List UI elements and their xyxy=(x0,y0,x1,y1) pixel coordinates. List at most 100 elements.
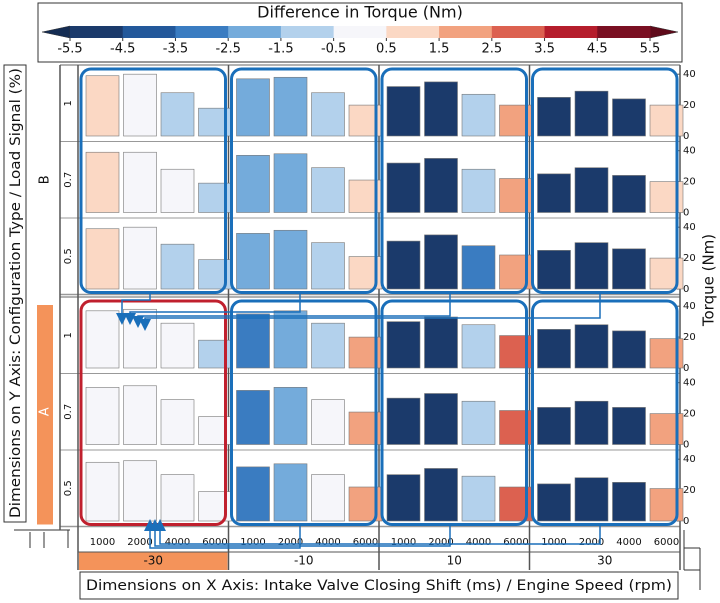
bar xyxy=(160,474,195,522)
bar xyxy=(85,75,120,137)
bar xyxy=(311,474,345,522)
bar xyxy=(574,167,609,213)
comparison-arrow xyxy=(139,292,601,331)
comparison-arrow xyxy=(144,519,301,549)
bar xyxy=(424,316,458,369)
x-axis-label: Dimensions on X Axis: Intake Valve Closi… xyxy=(86,578,672,594)
bar xyxy=(123,460,157,522)
bar xyxy=(160,168,195,213)
bar xyxy=(612,248,646,290)
y2-tick-label: 40 xyxy=(683,222,696,233)
colorbar-bin xyxy=(386,26,440,38)
x-tick-label: 1000 xyxy=(90,537,115,548)
x-tick-label: 6000 xyxy=(353,537,378,548)
bar xyxy=(612,407,646,445)
bar xyxy=(273,463,308,522)
bar xyxy=(424,468,458,522)
group-label: B xyxy=(38,175,53,184)
x-tick-label: 1000 xyxy=(240,537,265,548)
colorbar-bin xyxy=(439,26,493,38)
colorbar-title: Difference in Torque (Nm) xyxy=(257,3,463,22)
block-highlight xyxy=(380,67,528,294)
bar xyxy=(386,162,421,213)
block-highlight xyxy=(79,67,227,294)
comparison-arrow xyxy=(149,519,451,547)
colorbar-bin xyxy=(175,26,229,38)
bar xyxy=(236,78,270,137)
bar xyxy=(461,168,496,213)
bar xyxy=(85,151,120,213)
x-tick-label: 1000 xyxy=(391,537,416,548)
y2-tick-label: 40 xyxy=(683,69,696,80)
bar xyxy=(311,399,345,445)
bar xyxy=(123,151,157,213)
bar xyxy=(537,250,571,290)
bar xyxy=(273,153,308,213)
y2-tick-label: 20 xyxy=(683,485,696,496)
bar xyxy=(386,397,421,445)
y2-tick-label: 20 xyxy=(683,100,696,111)
x-tick-label: 4000 xyxy=(315,537,340,548)
colorbar-bin xyxy=(228,26,282,38)
bar xyxy=(273,387,308,445)
colorbar-bin xyxy=(122,26,176,38)
y2-tick-label: 0 xyxy=(683,363,689,374)
bar xyxy=(160,399,195,445)
column-label: 10 xyxy=(447,554,462,568)
bar xyxy=(273,229,308,290)
y2-tick-label: 20 xyxy=(683,253,696,264)
x-tick-label: 1000 xyxy=(541,537,566,548)
colorbar-tick-label: 3.5 xyxy=(534,42,555,57)
bar xyxy=(236,313,270,369)
column-label: -10 xyxy=(294,554,314,568)
row-label: 1 xyxy=(63,332,74,338)
bar xyxy=(574,242,609,290)
x-tick-label: 4000 xyxy=(165,537,190,548)
y-axis-label: Dimensions on Y Axis: Configuration Type… xyxy=(8,68,24,518)
bar xyxy=(574,400,609,445)
y2-tick-label: 20 xyxy=(683,177,696,188)
bar xyxy=(160,322,195,369)
bar xyxy=(236,466,270,522)
bar xyxy=(574,324,609,369)
row-label: 0.5 xyxy=(63,248,74,264)
y-label-frame xyxy=(3,64,27,523)
bar xyxy=(461,475,496,522)
y2-tick-label: 40 xyxy=(683,301,696,312)
bar xyxy=(123,73,157,137)
bar xyxy=(612,98,646,137)
colorbar-bin xyxy=(544,26,598,38)
block-highlight xyxy=(531,67,679,294)
comparison-arrow xyxy=(124,292,301,325)
bar xyxy=(85,228,120,290)
bar xyxy=(236,390,270,445)
y2-tick-label: 20 xyxy=(683,409,696,420)
x-tick-label: 6000 xyxy=(503,537,528,548)
x-tick-label: 4000 xyxy=(616,537,641,548)
bar xyxy=(537,329,571,369)
colorbar-tick-label: 1.5 xyxy=(429,42,450,57)
colorbar-bin xyxy=(333,26,387,38)
y2-tick-label: 40 xyxy=(683,378,696,389)
y2-tick-label: 40 xyxy=(683,454,696,465)
colorbar-tick-label: 2.5 xyxy=(481,42,502,57)
bar xyxy=(123,226,157,290)
comparison-arrow xyxy=(116,292,151,325)
bar xyxy=(386,240,421,290)
y2-tick-label: 20 xyxy=(683,332,696,343)
y2-axis-label: Torque (Nm) xyxy=(700,234,718,327)
bar xyxy=(612,330,646,369)
y2-tick-label: 0 xyxy=(683,284,689,295)
colorbar-tick-label: -3.5 xyxy=(163,42,188,57)
bar xyxy=(85,310,120,369)
block-highlight xyxy=(531,299,679,526)
block-highlight xyxy=(380,299,528,526)
block-highlight xyxy=(230,299,378,526)
reference-column-background xyxy=(79,552,228,570)
bar xyxy=(386,474,421,522)
bar xyxy=(273,310,308,369)
column-label: -30 xyxy=(143,554,163,568)
bar xyxy=(537,407,571,445)
x-label-frame xyxy=(79,571,679,600)
colorbar-tick-label: -0.5 xyxy=(321,42,346,57)
